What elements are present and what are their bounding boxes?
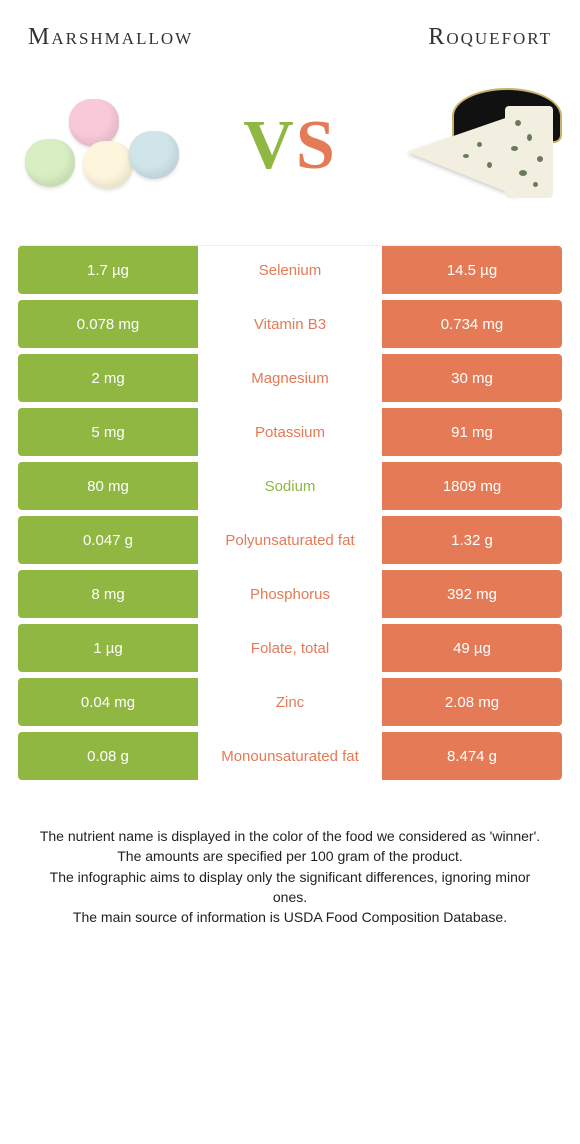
nutrient-label: Magnesium [198, 354, 382, 402]
value-right: 8.474 g [382, 732, 562, 780]
nutrient-label: Sodium [198, 462, 382, 510]
value-right: 30 mg [382, 354, 562, 402]
nutrient-label: Potassium [198, 408, 382, 456]
value-left: 1 µg [18, 624, 198, 672]
table-row: 80 mgSodium1809 mg [18, 462, 562, 516]
table-row: 0.047 gPolyunsaturated fat1.32 g [18, 516, 562, 570]
table-row: 0.078 mgVitamin B30.734 mg [18, 300, 562, 354]
value-right: 1.32 g [382, 516, 562, 564]
hero-row: VS [18, 71, 562, 241]
vs-v: V [243, 107, 296, 184]
table-row: 2 mgMagnesium30 mg [18, 354, 562, 408]
footer-line: The nutrient name is displayed in the co… [34, 826, 546, 846]
nutrient-label: Polyunsaturated fat [198, 516, 382, 564]
table-row: 1 µgFolate, total49 µg [18, 624, 562, 678]
footer-notes: The nutrient name is displayed in the co… [18, 786, 562, 927]
table-row: 0.04 mgZinc2.08 mg [18, 678, 562, 732]
value-left: 2 mg [18, 354, 198, 402]
table-row: 5 mgPotassium91 mg [18, 408, 562, 462]
value-right: 49 µg [382, 624, 562, 672]
roquefort-image [387, 81, 562, 211]
value-left: 0.08 g [18, 732, 198, 780]
nutrient-label: Folate, total [198, 624, 382, 672]
value-left: 80 mg [18, 462, 198, 510]
header-row: Marshmallow Roquefort [18, 24, 562, 71]
table-row: 8 mgPhosphorus392 mg [18, 570, 562, 624]
vs-label: VS [243, 106, 337, 186]
title-right: Roquefort [428, 24, 552, 51]
value-right: 91 mg [382, 408, 562, 456]
title-left: Marshmallow [28, 24, 193, 51]
nutrient-label: Selenium [198, 246, 382, 294]
nutrient-label: Monounsaturated fat [198, 732, 382, 780]
table-row: 1.7 µgSelenium14.5 µg [18, 246, 562, 300]
nutrient-label: Vitamin B3 [198, 300, 382, 348]
value-right: 2.08 mg [382, 678, 562, 726]
value-right: 392 mg [382, 570, 562, 618]
nutrient-label: Zinc [198, 678, 382, 726]
value-left: 0.078 mg [18, 300, 198, 348]
value-right: 14.5 µg [382, 246, 562, 294]
nutrient-label: Phosphorus [198, 570, 382, 618]
footer-line: The infographic aims to display only the… [34, 867, 546, 908]
footer-line: The main source of information is USDA F… [34, 907, 546, 927]
value-left: 1.7 µg [18, 246, 198, 294]
nutrient-table: 1.7 µgSelenium14.5 µg0.078 mgVitamin B30… [18, 245, 562, 786]
footer-line: The amounts are specified per 100 gram o… [34, 846, 546, 866]
value-right: 0.734 mg [382, 300, 562, 348]
value-left: 0.047 g [18, 516, 198, 564]
value-right: 1809 mg [382, 462, 562, 510]
vs-s: S [296, 107, 337, 184]
value-left: 5 mg [18, 408, 198, 456]
value-left: 0.04 mg [18, 678, 198, 726]
marshmallow-image [18, 81, 193, 211]
table-row: 0.08 gMonounsaturated fat8.474 g [18, 732, 562, 786]
value-left: 8 mg [18, 570, 198, 618]
